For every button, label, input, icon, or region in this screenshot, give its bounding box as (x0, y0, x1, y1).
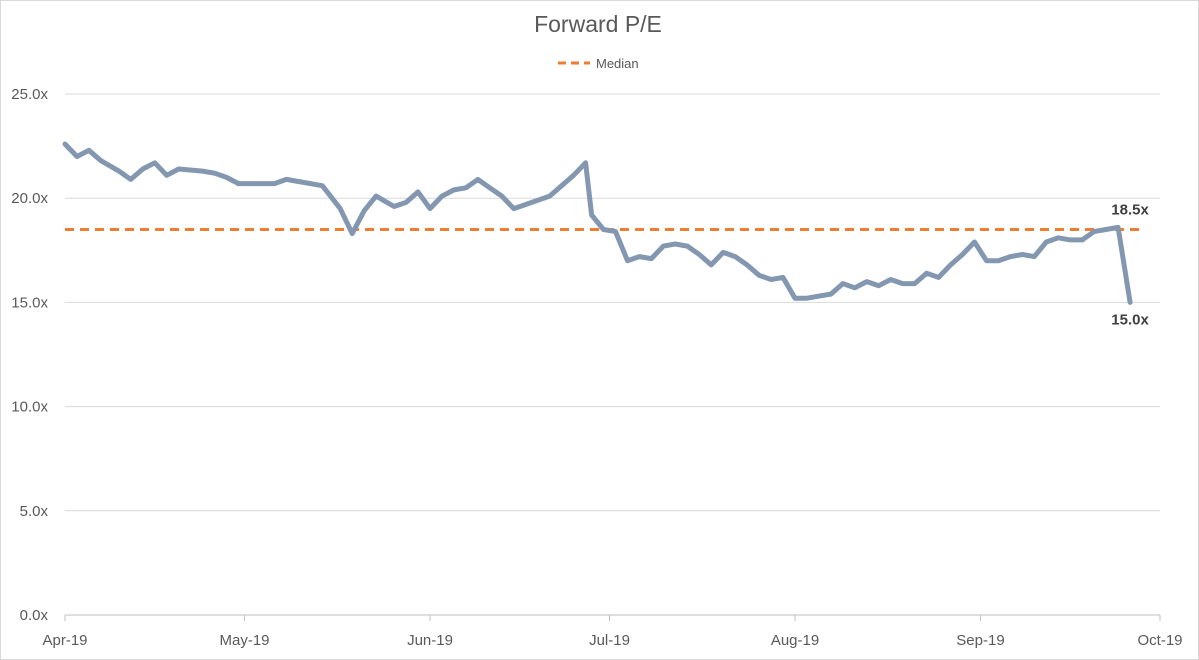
x-tick-label: Oct-19 (1137, 632, 1182, 649)
x-tick-label: Sep-19 (956, 632, 1004, 649)
x-tick-label: Jul-19 (589, 632, 630, 649)
x-tick-label: Apr-19 (42, 632, 87, 649)
legend: Median (558, 56, 639, 71)
y-axis: 0.0x 5.0x 10.0x 15.0x 20.0x 25.0x (11, 86, 48, 624)
series-group (62, 141, 1133, 305)
chart-title: Forward P/E (534, 11, 662, 37)
pe-series-line (62, 141, 1133, 305)
y-tick-label: 25.0x (11, 86, 48, 103)
x-tick-label: Aug-19 (771, 632, 819, 649)
y-tick-label: 0.0x (20, 607, 49, 624)
x-tick-label: Jun-19 (407, 632, 453, 649)
y-tick-label: 20.0x (11, 190, 48, 207)
gridlines (65, 93, 1160, 512)
data-label: 18.5x (1111, 201, 1149, 218)
x-tick-label: May-19 (219, 632, 269, 649)
legend-median-label: Median (596, 56, 639, 71)
y-tick-label: 5.0x (20, 503, 49, 520)
x-axis (64, 614, 1161, 621)
annotations: 18.5x 15.0x (1111, 201, 1149, 328)
data-label: 15.0x (1111, 311, 1149, 328)
x-axis-labels: Apr-19 May-19 Jun-19 Jul-19 Aug-19 Sep-19 Oct-… (42, 632, 1182, 649)
y-tick-label: 15.0x (11, 294, 48, 311)
y-tick-label: 10.0x (11, 399, 48, 416)
